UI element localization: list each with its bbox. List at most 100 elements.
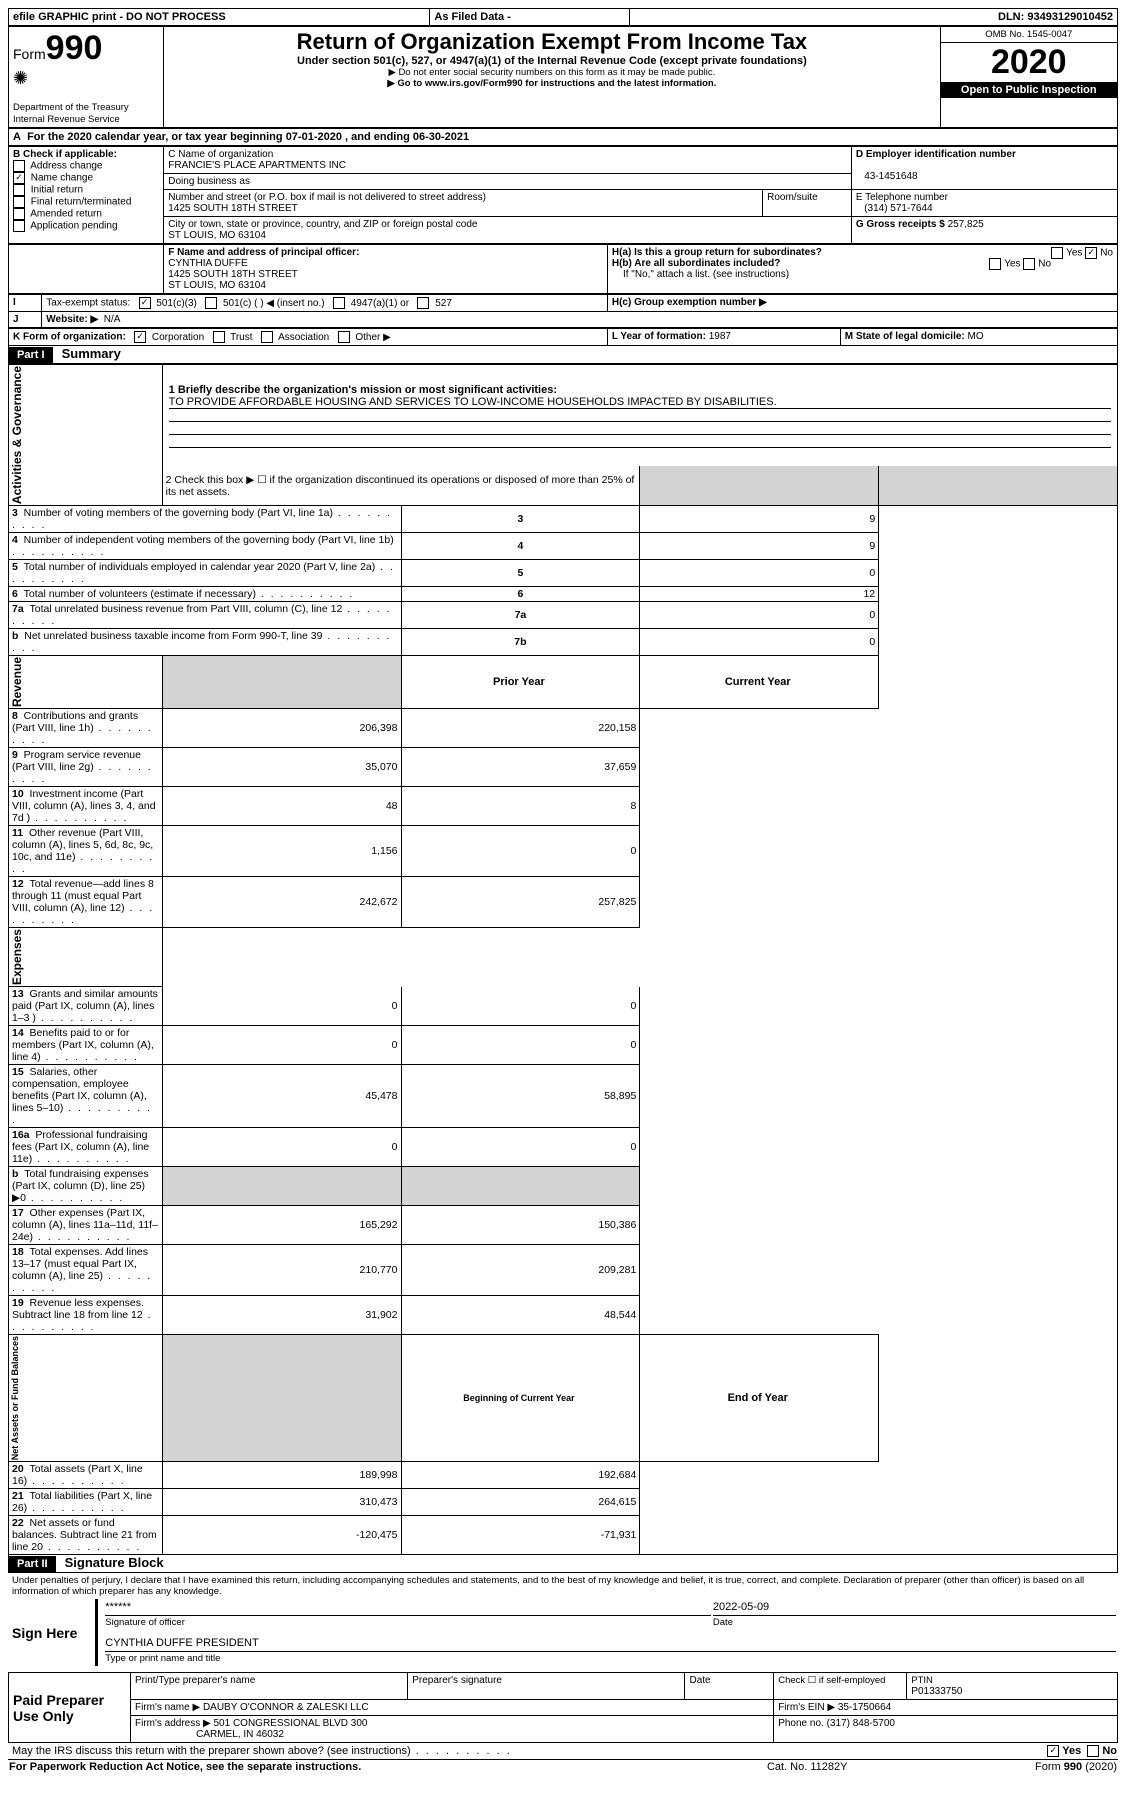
ha-no: No <box>1100 248 1113 259</box>
discuss-no: No <box>1102 1745 1117 1757</box>
side-gov: Activities & Governance <box>10 366 24 504</box>
d-label: D Employer identification number <box>856 149 1016 160</box>
officer-city: ST LOUIS, MO 63104 <box>168 280 266 291</box>
firm-addr1: 501 CONGRESSIONAL BLVD 300 <box>214 1718 368 1729</box>
hdr-current: Current Year <box>640 656 879 709</box>
g-label: G Gross receipts $ <box>856 219 945 230</box>
firm-name: DAUBY O'CONNOR & ZALESKI LLC <box>203 1702 369 1713</box>
room-label: Room/suite <box>767 192 818 203</box>
mission-text: TO PROVIDE AFFORDABLE HOUSING AND SERVIC… <box>169 396 1111 409</box>
hb-note: If "No," attach a list. (see instruction… <box>623 269 789 280</box>
cat-no: Cat. No. 11282Y <box>696 1760 918 1775</box>
footer2: For Paperwork Reduction Act Notice, see … <box>8 1759 1118 1774</box>
street: 1425 SOUTH 18TH STREET <box>168 203 297 214</box>
paid-preparer: Paid Preparer Use Only Print/Type prepar… <box>8 1672 1118 1743</box>
tax-year: 2020 <box>941 43 1117 82</box>
ssn-note: ▶ Do not enter social security numbers o… <box>168 67 935 78</box>
prep-check-hdr: Check ☐ if self-employed <box>774 1673 907 1700</box>
ty-begin: 07-01-2020 <box>286 131 342 143</box>
discuss-text: May the IRS discuss this return with the… <box>12 1745 411 1757</box>
sign-block: Sign Here ******Signature of officer 202… <box>8 1599 1118 1666</box>
prep-date-hdr: Date <box>685 1673 774 1700</box>
year-formation: 1987 <box>709 331 731 342</box>
ptin-hdr: PTIN <box>911 1675 933 1686</box>
q2: 2 Check this box ▶ ☐ if the organization… <box>162 466 640 505</box>
hb-yes: Yes <box>1004 259 1020 270</box>
sig-date: 2022-05-09 <box>713 1601 1116 1616</box>
omb-number: OMB No. 1545-0047 <box>941 27 1117 43</box>
form-prefix: Form <box>13 46 46 62</box>
b-label: B Check if applicable: <box>13 149 117 160</box>
hc-label: H(c) Group exemption number ▶ <box>612 297 767 308</box>
firm-ein-label: Firm's EIN ▶ <box>778 1702 835 1713</box>
form-subtitle: Under section 501(c), 527, or 4947(a)(1)… <box>168 55 935 67</box>
ha-label: H(a) Is this a group return for subordin… <box>612 247 822 258</box>
org-name: FRANCIE'S PLACE APARTMENTS INC <box>168 160 346 171</box>
gross-receipts: 257,825 <box>948 219 984 230</box>
hdr-eoy: End of Year <box>640 1335 879 1462</box>
part2-title: Signature Block <box>59 1555 164 1570</box>
side-net: Net Assets or Fund Balances <box>10 1336 20 1460</box>
goto-suffix: for instructions and the latest informat… <box>523 78 717 89</box>
dln-label: DLN: <box>998 11 1024 23</box>
m-label: M State of legal domicile: <box>845 331 965 342</box>
city: ST LOUIS, MO 63104 <box>168 230 266 241</box>
dln-value: 93493129010452 <box>1027 11 1113 23</box>
officer-name: CYNTHIA DUFFE <box>168 258 247 269</box>
footer: May the IRS discuss this return with the… <box>8 1743 1118 1759</box>
firm-addr2: CARMEL, IN 46032 <box>196 1729 284 1740</box>
entity-info: B Check if applicable: Address change✓ N… <box>8 146 1118 244</box>
ein: 43-1451648 <box>864 171 917 182</box>
website: N/A <box>104 314 121 325</box>
f-label: F Name and address of principal officer: <box>168 247 359 258</box>
phone: (314) 571-7644 <box>864 203 932 214</box>
ty-prefix: For the 2020 calendar year, or tax year … <box>27 131 286 143</box>
ty-end: 06-30-2021 <box>413 131 469 143</box>
domicile: MO <box>968 331 984 342</box>
hdr-prior: Prior Year <box>401 656 640 709</box>
k-label: K Form of organization: <box>13 332 126 343</box>
street-label: Number and street (or P.O. box if mail i… <box>168 192 486 203</box>
form-title: Return of Organization Exempt From Incom… <box>168 29 935 55</box>
sign-here-label: Sign Here <box>8 1599 97 1666</box>
fh-section: F Name and address of principal officer:… <box>8 244 1118 294</box>
hdr-bcy: Beginning of Current Year <box>401 1335 640 1462</box>
firm-addr-label: Firm's address ▶ <box>135 1718 211 1729</box>
firm-phone: (317) 848-5700 <box>827 1718 895 1729</box>
e-label: E Telephone number <box>856 192 948 203</box>
efile-notice: efile GRAPHIC print - DO NOT PROCESS <box>9 9 430 26</box>
prep-sig-hdr: Preparer's signature <box>408 1673 685 1700</box>
form-number: 990 <box>46 29 103 67</box>
irs-link[interactable]: www.irs.gov/Form990 <box>425 78 523 89</box>
sig-date-label: Date <box>713 1617 733 1628</box>
section-a: A For the 2020 calendar year, or tax yea… <box>8 128 1118 146</box>
officer-printed: CYNTHIA DUFFE PRESIDENT <box>105 1637 1116 1652</box>
ha-yes: Yes <box>1066 248 1082 259</box>
part1-label: Part I <box>9 347 53 363</box>
l-label: L Year of formation: <box>612 331 706 342</box>
sig-of-officer: Signature of officer <box>105 1617 185 1628</box>
ijk-section: I Tax-exempt status: ✓ 501(c)(3) 501(c) … <box>8 294 1118 328</box>
part1-title: Summary <box>56 346 121 361</box>
city-label: City or town, state or province, country… <box>168 219 477 230</box>
open-inspection: Open to Public Inspection <box>941 82 1117 98</box>
dept-irs: Internal Revenue Service <box>13 114 120 125</box>
asfiled-notice: As Filed Data - <box>430 9 630 26</box>
goto-prefix: ▶ Go to <box>387 78 424 89</box>
hb-no: No <box>1038 259 1051 270</box>
paid-label: Paid Preparer Use Only <box>9 1673 131 1743</box>
perjury-text: Under penalties of perjury, I declare th… <box>8 1573 1118 1599</box>
q1-label: 1 Briefly describe the organization's mi… <box>169 384 557 396</box>
dba-label: Doing business as <box>168 176 250 187</box>
c-name-label: C Name of organization <box>168 149 273 160</box>
officer-street: 1425 SOUTH 18TH STREET <box>168 269 297 280</box>
ty-mid: , and ending <box>342 131 413 143</box>
side-rev: Revenue <box>10 657 24 707</box>
part2-label: Part II <box>9 1556 56 1572</box>
firm-name-label: Firm's name ▶ <box>135 1702 200 1713</box>
discuss-yes: Yes <box>1062 1745 1081 1757</box>
paperwork: For Paperwork Reduction Act Notice, see … <box>9 1761 361 1773</box>
side-exp: Expenses <box>10 929 24 985</box>
i-label: Tax-exempt status: <box>46 298 130 309</box>
dept-treasury: Department of the Treasury <box>13 102 129 113</box>
